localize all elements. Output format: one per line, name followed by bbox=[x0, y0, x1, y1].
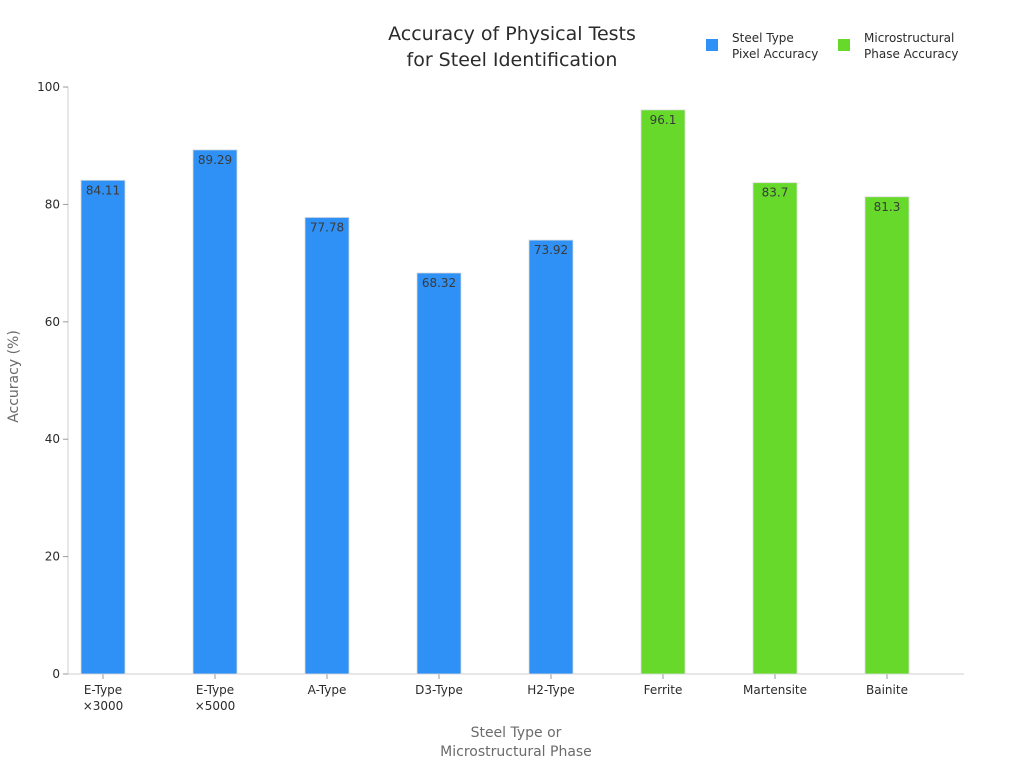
legend-label: Steel Type Pixel Accuracy bbox=[732, 31, 818, 61]
chart-title: Accuracy of Physical Tests for Steel Iden… bbox=[388, 23, 636, 71]
x-tick-label-line: E-Type bbox=[84, 683, 122, 697]
chart-title-line-2: for Steel Identification bbox=[407, 49, 618, 71]
y-tick-label: 100 bbox=[37, 80, 60, 94]
y-tick-label: 80 bbox=[45, 197, 60, 211]
data-label: 84.11 bbox=[86, 183, 120, 197]
x-tick-label-line: E-Type bbox=[196, 683, 234, 697]
x-tick-label-line: Ferrite bbox=[644, 683, 683, 697]
x-tick-label-line: A-Type bbox=[308, 683, 347, 697]
bar-2-8 bbox=[864, 196, 910, 675]
legend-item-2[interactable]: Microstructural Phase Accuracy bbox=[838, 31, 958, 61]
y-tick-label: 0 bbox=[52, 667, 60, 681]
y-tick-label: 40 bbox=[45, 432, 60, 446]
bar-2-6 bbox=[640, 109, 686, 675]
x-tick-label: Martensite bbox=[743, 683, 807, 697]
x-tick-label: Bainite bbox=[866, 683, 908, 697]
legend-item-1[interactable]: Steel Type Pixel Accuracy bbox=[706, 31, 818, 61]
y-tick-label: 60 bbox=[45, 315, 60, 329]
x-axis-label: Steel Type or Microstructural Phase bbox=[440, 725, 592, 760]
legend-label: Microstructural Phase Accuracy bbox=[864, 31, 958, 61]
data-label: 77.78 bbox=[310, 220, 344, 234]
bar-2-7 bbox=[752, 182, 798, 675]
bar-1-5 bbox=[528, 239, 574, 675]
x-tick-label-line: H2-Type bbox=[527, 683, 574, 697]
data-label: 89.29 bbox=[198, 153, 232, 167]
legend-label-line: Pixel Accuracy bbox=[732, 47, 818, 61]
data-label: 81.3 bbox=[874, 200, 901, 214]
chart-title-line-1: Accuracy of Physical Tests bbox=[388, 23, 636, 45]
data-label: 83.7 bbox=[762, 186, 789, 200]
y-axis-label: Accuracy (%) bbox=[6, 330, 22, 423]
x-tick-label-line: D3-Type bbox=[415, 683, 463, 697]
legend-label-line: Steel Type bbox=[732, 31, 794, 45]
x-tick-label: E-Type ×5000 bbox=[195, 683, 236, 713]
x-tick-label: D3-Type bbox=[415, 683, 463, 697]
x-tick-label-line: ×3000 bbox=[83, 699, 124, 713]
y-tick-label: 20 bbox=[45, 550, 60, 564]
x-tick-label-line: ×5000 bbox=[195, 699, 236, 713]
bar-1-4 bbox=[416, 272, 462, 675]
data-label: 68.32 bbox=[422, 276, 456, 290]
data-label: 96.1 bbox=[650, 113, 677, 127]
legend-swatch bbox=[838, 39, 850, 51]
bar-1-1 bbox=[80, 179, 126, 675]
legend-label-line: Phase Accuracy bbox=[864, 47, 958, 61]
x-tick-label: H2-Type bbox=[527, 683, 574, 697]
x-axis-label-line-1: Steel Type or bbox=[471, 725, 562, 741]
x-tick-label-line: Bainite bbox=[866, 683, 908, 697]
x-tick-label: Ferrite bbox=[644, 683, 683, 697]
x-tick-label: E-Type ×3000 bbox=[83, 683, 124, 713]
x-tick-label-line: Martensite bbox=[743, 683, 807, 697]
data-label: 73.92 bbox=[534, 243, 568, 257]
bar-1-2 bbox=[192, 149, 238, 675]
x-axis-label-line-2: Microstructural Phase bbox=[440, 744, 592, 760]
legend-label-line: Microstructural bbox=[864, 31, 954, 45]
bar-1-3 bbox=[304, 217, 350, 675]
legend-swatch bbox=[706, 39, 718, 51]
x-tick-label: A-Type bbox=[308, 683, 347, 697]
